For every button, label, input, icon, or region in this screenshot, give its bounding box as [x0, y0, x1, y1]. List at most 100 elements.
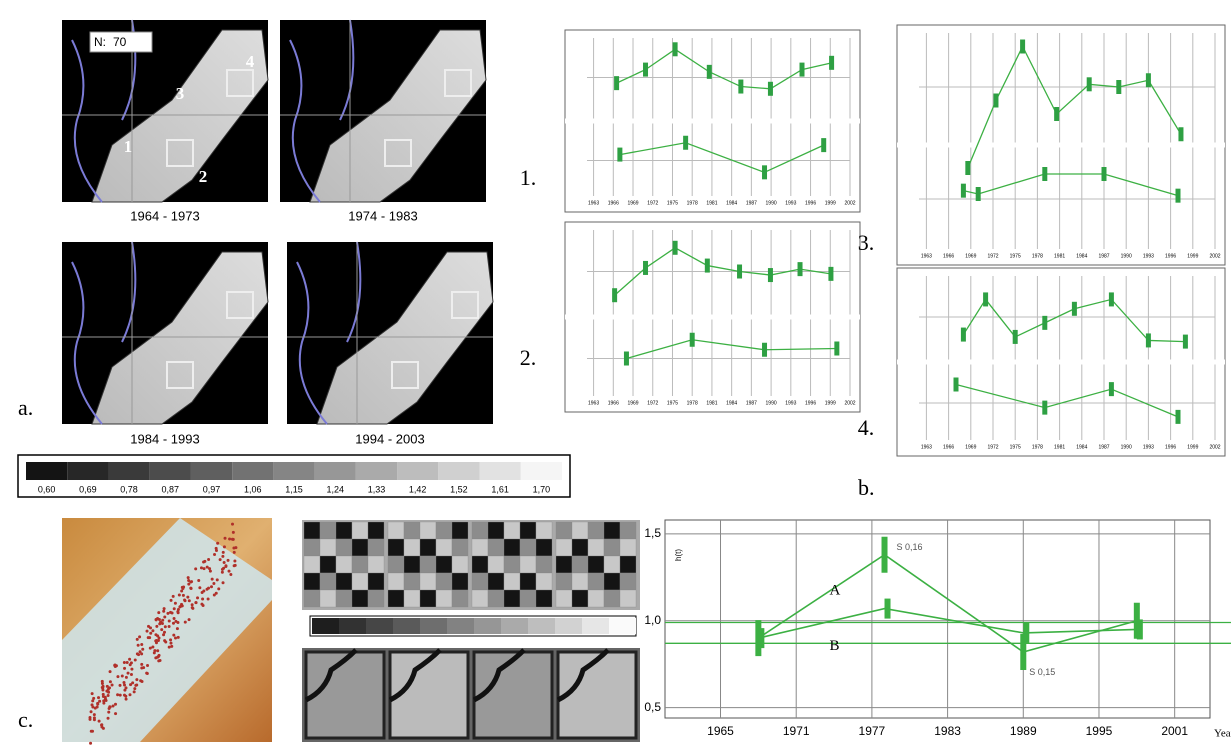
- x-tick-label: 1972: [647, 200, 658, 206]
- scale-cell: [191, 462, 232, 480]
- event-dot: [161, 619, 164, 622]
- event-dot: [203, 567, 206, 570]
- grid-cell: [304, 556, 320, 573]
- grid-cell: [556, 556, 572, 573]
- scale-cell: [501, 618, 528, 634]
- scale-cell: [273, 462, 314, 480]
- point: [828, 267, 833, 281]
- event-dot: [224, 565, 227, 568]
- x-tick-label: 1999: [825, 400, 836, 406]
- scale-label: 1,33: [368, 484, 386, 494]
- scale-cell: [312, 618, 339, 634]
- grid-cell: [368, 522, 384, 539]
- grid-cell: [304, 539, 320, 556]
- event-dot: [125, 686, 128, 689]
- panel-label: c.: [18, 707, 33, 732]
- x-tick-label: 2002: [1209, 253, 1220, 259]
- x-tick-label: 1999: [825, 200, 836, 206]
- event-dot: [141, 648, 144, 651]
- event-dot: [207, 558, 210, 561]
- event-dot: [158, 637, 161, 640]
- grid-cell: [620, 573, 636, 590]
- event-dot: [228, 537, 231, 540]
- period-label: 1974 - 1983: [348, 208, 417, 223]
- event-dot: [182, 594, 185, 597]
- event-dot: [170, 599, 173, 602]
- point: [705, 259, 710, 273]
- grid-cell: [620, 522, 636, 539]
- point: [1109, 292, 1114, 306]
- event-dot: [164, 625, 167, 628]
- x-tick-label: 1966: [943, 444, 954, 450]
- x-tick-label: 1996: [805, 400, 816, 406]
- point: [1146, 73, 1151, 87]
- event-dot: [101, 689, 104, 692]
- point: [624, 352, 629, 366]
- scale-cell: [67, 462, 108, 480]
- event-dot: [108, 686, 111, 689]
- scale-cell: [108, 462, 149, 480]
- event-dot: [169, 611, 172, 614]
- grid-cell: [404, 556, 420, 573]
- point: [954, 378, 959, 392]
- event-dot: [172, 595, 175, 598]
- event-dot: [128, 658, 131, 661]
- point: [690, 333, 695, 347]
- event-dot: [184, 599, 187, 602]
- event-dot: [162, 610, 165, 613]
- point: [673, 42, 678, 56]
- event-dot: [138, 635, 141, 638]
- grid-cell: [368, 573, 384, 590]
- event-dot: [211, 578, 214, 581]
- grid-cell: [404, 573, 420, 590]
- point: [1176, 410, 1181, 424]
- event-dot: [229, 573, 232, 576]
- event-dot: [140, 643, 143, 646]
- grid-cell: [336, 556, 352, 573]
- period-label: 1984 - 1993: [130, 431, 199, 446]
- event-dot: [130, 673, 133, 676]
- grid-cell: [488, 522, 504, 539]
- event-dot: [154, 633, 157, 636]
- event-dot: [130, 661, 133, 664]
- event-dot: [203, 560, 206, 563]
- scale-cell: [397, 462, 438, 480]
- grid-cell: [520, 573, 536, 590]
- point: [612, 288, 617, 302]
- grid-cell: [436, 556, 452, 573]
- point: [1054, 107, 1059, 121]
- event-dot: [222, 581, 225, 584]
- event-dot: [174, 602, 177, 605]
- event-dot: [194, 567, 197, 570]
- grid-cell: [604, 556, 620, 573]
- event-dot: [221, 568, 224, 571]
- x-tick-label: 1975: [1010, 253, 1021, 259]
- scale-label: 0,87: [162, 484, 180, 494]
- grid-cell: [488, 573, 504, 590]
- event-dot: [141, 680, 144, 683]
- event-dot: [133, 687, 136, 690]
- grid-cell: [572, 573, 588, 590]
- x-tick-label: 1972: [987, 444, 998, 450]
- event-dot: [135, 678, 138, 681]
- point: [762, 343, 767, 357]
- event-dot: [170, 645, 173, 648]
- event-dot: [160, 628, 163, 631]
- point: [1176, 189, 1181, 203]
- event-dot: [187, 583, 190, 586]
- chart-frame: [665, 520, 1210, 718]
- grid-cell: [420, 573, 436, 590]
- event-dot: [173, 607, 176, 610]
- x-tick-label: 1963: [588, 200, 599, 206]
- grid-cell: [504, 590, 520, 607]
- x-tick-label: 1981: [1054, 444, 1065, 450]
- x-tick-label: 1993: [785, 200, 796, 206]
- point: [800, 63, 805, 77]
- point: [961, 328, 966, 342]
- grid-cell: [572, 590, 588, 607]
- scale-label: 1,15: [285, 484, 303, 494]
- event-dot: [187, 576, 190, 579]
- event-dot: [91, 730, 94, 733]
- event-dot: [146, 664, 149, 667]
- grid-cell: [420, 522, 436, 539]
